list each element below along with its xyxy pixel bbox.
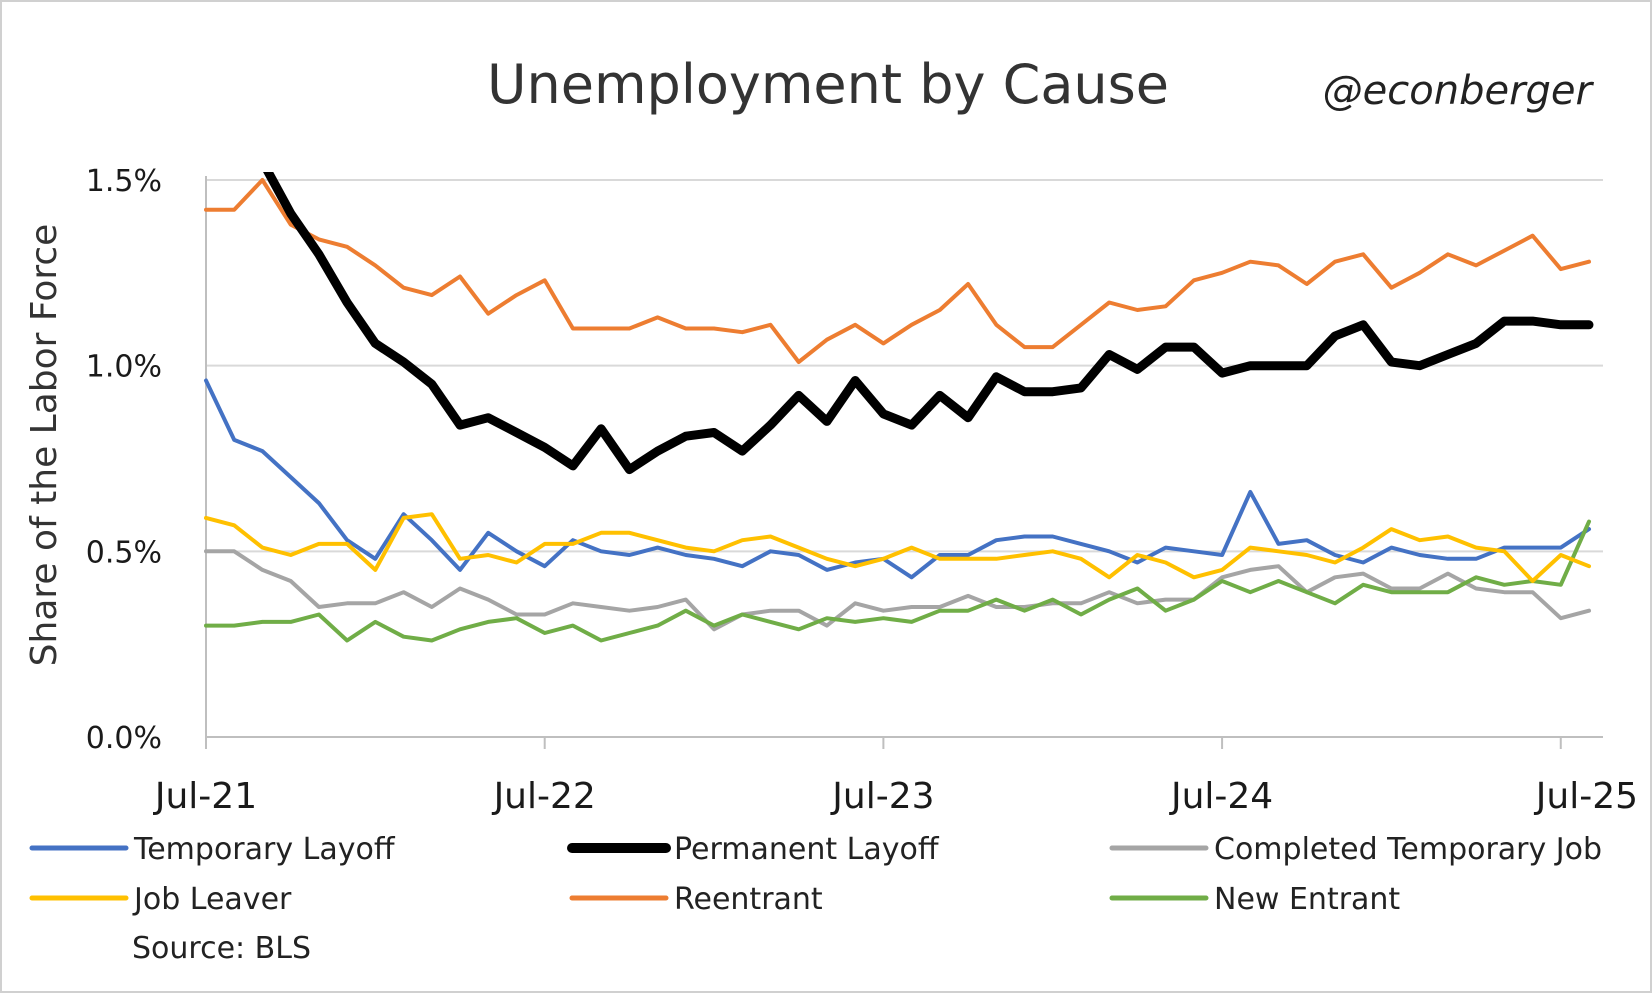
x-tick-label-0: Jul-21	[153, 776, 257, 817]
y-tick-label-1: 0.5%	[86, 535, 162, 570]
series-line-new-entrant	[204, 519, 1591, 643]
x-tick-label-4: Jul-25	[1534, 776, 1638, 817]
watermark-handle: @econberger	[1323, 68, 1595, 114]
x-tick-label-2: Jul-23	[830, 776, 934, 817]
x-tick-label-1: Jul-22	[492, 776, 596, 817]
legend-label-new-entrant: New Entrant	[1214, 882, 1400, 917]
chart-title: Unemployment by Cause	[487, 53, 1169, 116]
y-tick-label-2: 1.0%	[86, 350, 162, 385]
y-tick-label-3: 1.5%	[86, 164, 162, 199]
legend-label-permanent-layoff: Permanent Layoff	[674, 832, 940, 867]
series-clip-group	[204, 172, 1594, 643]
legend-label-job-leaver: Job Leaver	[132, 882, 292, 917]
x-tick-label-3: Jul-24	[1169, 776, 1273, 817]
series-line-completed-temporary-job	[204, 549, 1591, 632]
series-line-temporary-layoff	[204, 378, 1591, 580]
legend-label-temporary-layoff: Temporary Layoff	[133, 832, 396, 867]
legend-item-new-entrant: New Entrant	[1109, 882, 1400, 917]
legend-label-completed-temporary-job: Completed Temporary Job	[1214, 832, 1602, 867]
legend-item-temporary-layoff: Temporary Layoff	[29, 832, 396, 867]
series-line-job-leaver	[204, 512, 1591, 583]
series-line-permanent-layoff	[263, 172, 1594, 475]
y-tick-label-0: 0.0%	[86, 721, 162, 756]
legend-item-reentrant: Reentrant	[569, 882, 823, 917]
legend-item-job-leaver: Job Leaver	[29, 882, 292, 917]
series-line-reentrant	[204, 178, 1591, 364]
legend-label-reentrant: Reentrant	[674, 882, 823, 917]
x-axis: Jul-21 Jul-22 Jul-23 Jul-24 Jul-25	[153, 176, 1638, 817]
legend: Temporary Layoff Permanent Layoff Complete…	[29, 832, 1602, 917]
y-tick-labels: 0.0% 0.5% 1.0% 1.5%	[86, 164, 162, 756]
source-note: Source: BLS	[132, 931, 311, 966]
legend-item-permanent-layoff: Permanent Layoff	[567, 832, 940, 867]
legend-item-completed-temporary-job: Completed Temporary Job	[1109, 832, 1602, 867]
plot-area	[204, 172, 1594, 643]
y-axis-label: Share of the Labor Force	[24, 224, 65, 667]
